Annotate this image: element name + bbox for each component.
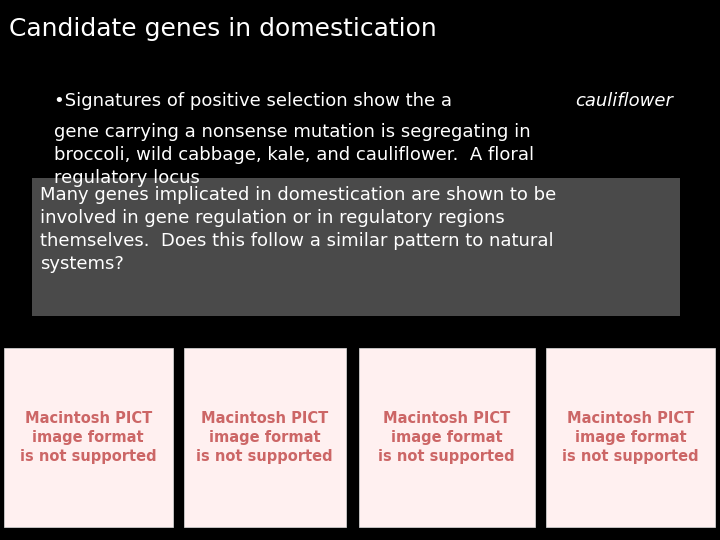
FancyBboxPatch shape bbox=[4, 348, 173, 526]
Text: gene carrying a nonsense mutation is segregating in
broccoli, wild cabbage, kale: gene carrying a nonsense mutation is seg… bbox=[54, 123, 534, 187]
Text: Macintosh PICT
image format
is not supported: Macintosh PICT image format is not suppo… bbox=[197, 411, 333, 463]
Text: Macintosh PICT
image format
is not supported: Macintosh PICT image format is not suppo… bbox=[379, 411, 515, 463]
FancyBboxPatch shape bbox=[32, 178, 680, 316]
Text: Candidate genes in domestication: Candidate genes in domestication bbox=[9, 17, 436, 41]
FancyBboxPatch shape bbox=[546, 348, 715, 526]
Text: Macintosh PICT
image format
is not supported: Macintosh PICT image format is not suppo… bbox=[562, 411, 698, 463]
Text: Macintosh PICT
image format
is not supported: Macintosh PICT image format is not suppo… bbox=[20, 411, 156, 463]
Text: cauliflower: cauliflower bbox=[575, 92, 673, 110]
Text: Many genes implicated in domestication are shown to be
involved in gene regulati: Many genes implicated in domestication a… bbox=[40, 186, 556, 273]
FancyBboxPatch shape bbox=[184, 348, 346, 526]
FancyBboxPatch shape bbox=[359, 348, 535, 526]
Text: •Signatures of positive selection show the a: •Signatures of positive selection show t… bbox=[54, 92, 458, 110]
